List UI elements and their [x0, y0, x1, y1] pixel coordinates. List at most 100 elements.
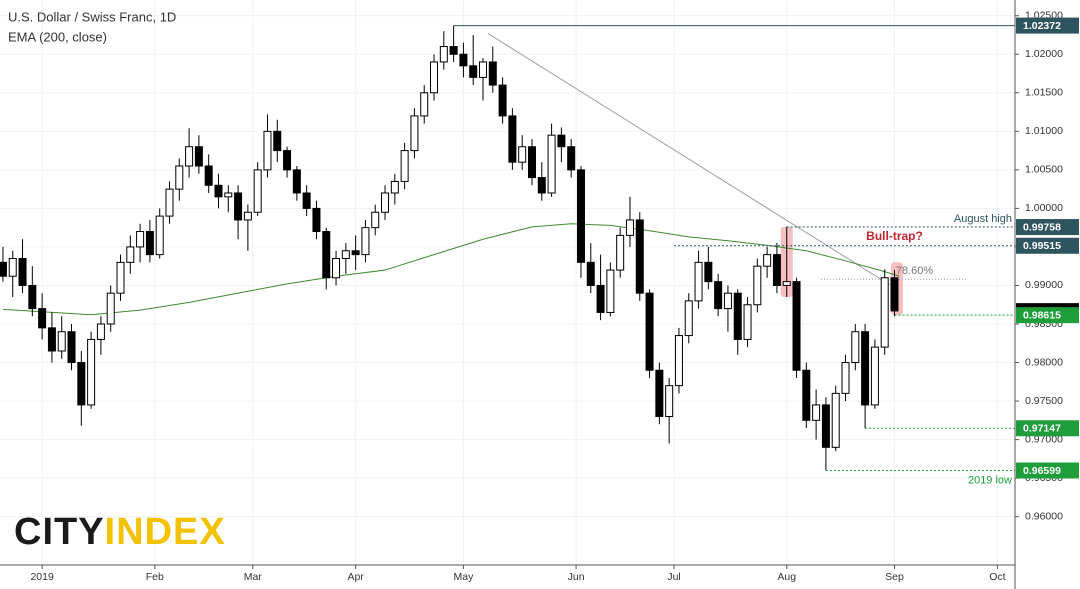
candle-body: [263, 130, 272, 171]
x-tick-label: Feb: [146, 571, 164, 583]
candle-body: [655, 369, 664, 417]
candle-body: [371, 211, 380, 229]
candle-body: [704, 261, 713, 283]
price-label: 1.02372: [1023, 20, 1061, 32]
candle-body: [283, 150, 292, 171]
candle-body: [645, 292, 654, 371]
candle-body: [28, 284, 37, 310]
candle-body: [459, 53, 468, 67]
candle-body: [322, 231, 331, 279]
candle-body: [204, 165, 213, 186]
candle-body: [381, 192, 390, 213]
candle-body: [136, 231, 145, 248]
price-label-box: [1016, 237, 1079, 254]
candle-body: [87, 338, 96, 406]
chart-subtitle: EMA (200, close): [8, 29, 107, 44]
candle-body: [390, 180, 399, 194]
candle-body: [243, 211, 252, 221]
candle-body: [694, 261, 703, 302]
x-tick-label: Jul: [667, 571, 680, 583]
candle-body: [351, 250, 360, 256]
logo-index: INDEX: [105, 511, 226, 553]
candle-body: [439, 46, 448, 63]
candle-body: [861, 331, 870, 406]
candle-body: [606, 269, 615, 313]
candle-body: [508, 115, 517, 163]
candle-body: [175, 165, 184, 190]
price-label: 0.96599: [1023, 465, 1061, 477]
y-tick-label: 0.97000: [1025, 433, 1063, 445]
candle-body: [547, 134, 556, 194]
chart-title: U.S. Dollar / Swiss Franc, 1D: [8, 9, 176, 24]
price-label-box: [1016, 307, 1079, 324]
candle-body: [635, 219, 644, 294]
price-label-box: [1016, 219, 1079, 236]
candle-body: [410, 115, 419, 152]
price-label-box: [1016, 17, 1079, 34]
candle-body: [155, 215, 164, 256]
y-tick-label: 0.97500: [1025, 395, 1063, 407]
candle-body: [8, 257, 17, 277]
y-tick-label: 1.00500: [1025, 164, 1063, 176]
candle-body: [312, 207, 321, 233]
candle-body: [420, 92, 429, 117]
candle-body: [527, 146, 536, 179]
x-tick-label: Mar: [244, 571, 263, 583]
candle-body: [733, 292, 742, 340]
candle-body: [753, 265, 762, 306]
price-label: 0.99758: [1023, 221, 1061, 233]
candle-body: [57, 331, 66, 352]
candle-body: [831, 392, 840, 448]
candle-body: [18, 257, 27, 286]
price-label: 0.97147: [1023, 423, 1061, 435]
candle-body: [596, 284, 605, 313]
candle-body: [449, 46, 458, 55]
y-tick-label: 1.02000: [1025, 48, 1063, 60]
candle-body: [802, 369, 811, 421]
price-label: 0.98615: [1023, 309, 1061, 321]
bull-trap-label: Bull-trap?: [866, 229, 923, 243]
candle-body: [665, 385, 674, 417]
candle-body: [332, 257, 341, 279]
candle-body: [674, 335, 683, 387]
candle-body: [714, 281, 723, 310]
candle-body: [479, 61, 488, 78]
candle-body: [616, 234, 625, 271]
candle-body: [292, 169, 301, 194]
candle-body: [273, 130, 282, 152]
level-note: 2019 low: [968, 474, 1012, 486]
candle-body: [67, 331, 76, 364]
candle-body: [763, 254, 772, 267]
candle-body: [498, 84, 507, 117]
candle-body: [224, 192, 233, 198]
candle-body: [96, 323, 105, 340]
candle-body: [400, 150, 409, 182]
logo-city: CITY: [14, 511, 105, 553]
candle-body: [880, 277, 889, 348]
candle-body: [792, 281, 801, 371]
candle-body: [518, 146, 527, 163]
candle-body: [743, 304, 752, 340]
x-tick-label: Jun: [568, 571, 585, 583]
logo: CITYINDEX: [14, 511, 226, 553]
y-tick-label: 1.00000: [1025, 202, 1063, 214]
level-note: August high: [954, 213, 1012, 225]
trendline: [487, 33, 890, 286]
x-tick-label: Aug: [777, 571, 796, 583]
candle-body: [870, 346, 879, 406]
candle-body: [567, 146, 576, 171]
candle-body: [38, 308, 47, 329]
x-tick-label: Sep: [885, 571, 904, 583]
candle-body: [106, 292, 115, 325]
candle-body: [537, 177, 546, 194]
candle-body: [214, 184, 223, 198]
candle-body: [47, 327, 56, 352]
fib-label: 78.60%: [896, 265, 934, 277]
candle-body: [851, 331, 860, 364]
y-tick-label: 0.99000: [1025, 279, 1063, 291]
candle-body: [586, 261, 595, 286]
y-tick-label: 1.01500: [1025, 87, 1063, 99]
candle-body: [812, 404, 821, 421]
price-label-box: [1016, 420, 1079, 437]
x-tick-label: Oct: [989, 571, 1005, 583]
